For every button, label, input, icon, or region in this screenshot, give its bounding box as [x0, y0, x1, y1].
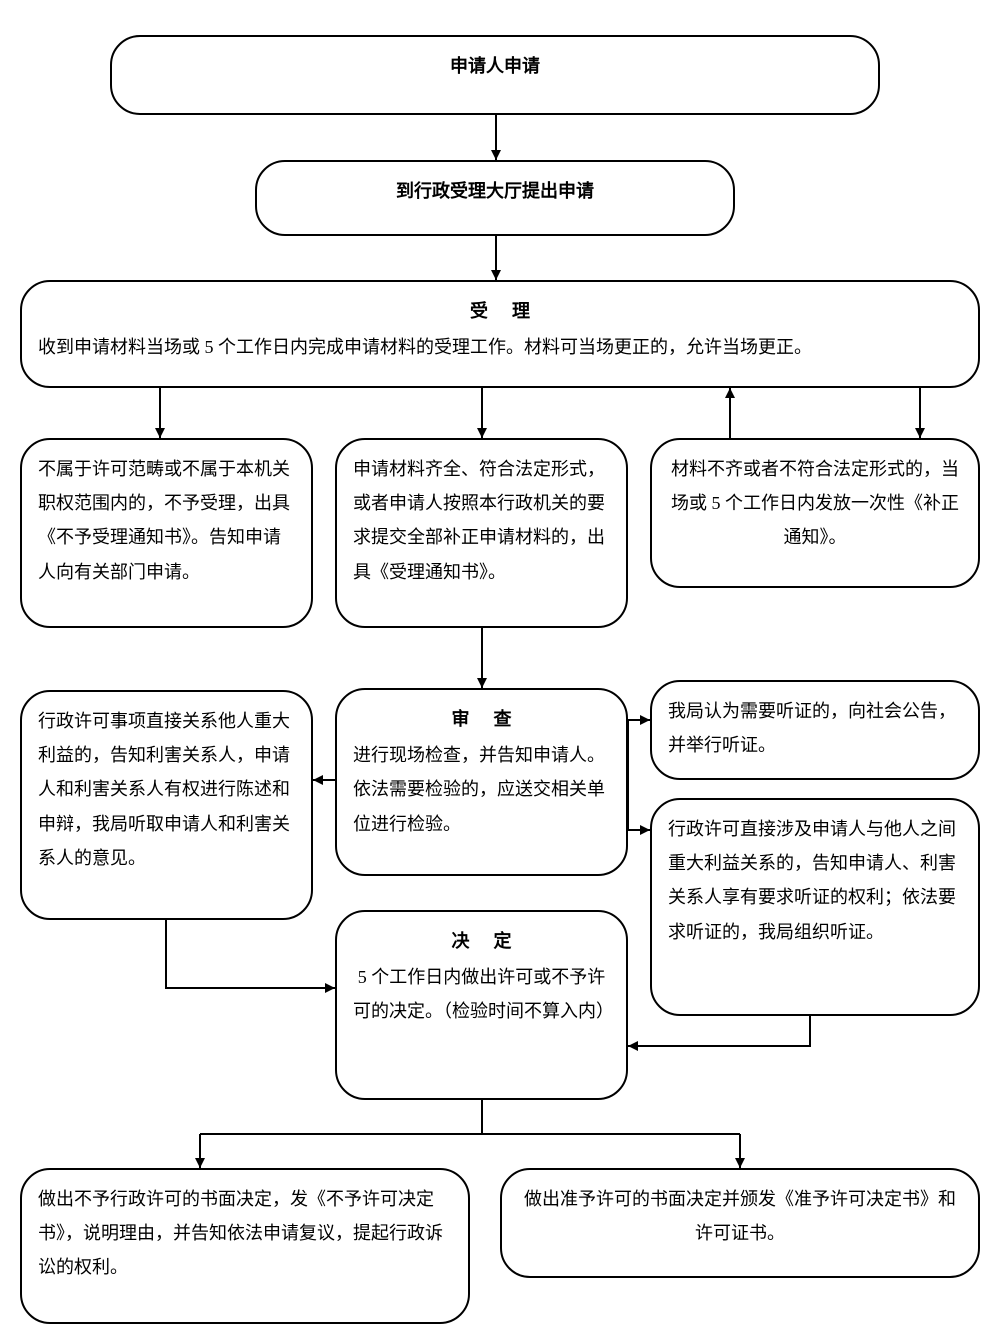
node-body: 做出准予许可的书面决定并颁发《准予许可决定书》和许可证书。 [518, 1182, 962, 1250]
flowchart-canvas: 申请人申请 到行政受理大厅提出申请 受理 收到申请材料当场或 5 个工作日内完成… [0, 0, 1001, 1341]
node-body: 5 个工作日内做出许可或不予许可的决定。（检验时间不算入内） [353, 960, 610, 1028]
node-applicant-apply: 申请人申请 [110, 35, 880, 115]
node-materials-complete: 申请材料齐全、符合法定形式，或者申请人按照本行政机关的要求提交全部补正申请材料的… [335, 438, 628, 628]
node-title: 受理 [38, 294, 962, 328]
node-interested-parties: 行政许可事项直接关系他人重大利益的，告知利害关系人，申请人和利害关系人有权进行陈… [20, 690, 313, 920]
node-hearing-public: 我局认为需要听证的，向社会公告，并举行听证。 [650, 680, 980, 780]
node-body: 行政许可事项直接关系他人重大利益的，告知利害关系人，申请人和利害关系人有权进行陈… [38, 704, 295, 875]
node-deny-permit: 做出不予行政许可的书面决定，发《不予许可决定书》，说明理由，并告知依法申请复议，… [20, 1168, 470, 1324]
node-title: 申请人申请 [128, 49, 862, 83]
edge [166, 920, 335, 988]
node-decision: 决定 5 个工作日内做出许可或不予许可的决定。（检验时间不算入内） [335, 910, 628, 1100]
node-body: 行政许可直接涉及申请人与他人之间重大利益关系的，告知申请人、利害关系人享有要求听… [668, 812, 962, 949]
node-hearing-rights: 行政许可直接涉及申请人与他人之间重大利益关系的，告知申请人、利害关系人享有要求听… [650, 798, 980, 1016]
node-reject-not-in-scope: 不属于许可范畴或不属于本机关职权范围内的，不予受理，出具《不予受理通知书》。告知… [20, 438, 313, 628]
node-grant-permit: 做出准予许可的书面决定并颁发《准予许可决定书》和许可证书。 [500, 1168, 980, 1278]
node-title: 到行政受理大厅提出申请 [273, 174, 717, 208]
node-body: 做出不予行政许可的书面决定，发《不予许可决定书》，说明理由，并告知依法申请复议，… [38, 1182, 452, 1285]
node-materials-incomplete: 材料不齐或者不符合法定形式的，当场或 5 个工作日内发放一次性《补正通知》。 [650, 438, 980, 588]
node-title: 决定 [353, 924, 610, 958]
node-review: 审查 进行现场检查，并告知申请人。依法需要检验的，应送交相关单位进行检验。 [335, 688, 628, 876]
node-title: 审查 [353, 702, 610, 736]
node-body: 材料不齐或者不符合法定形式的，当场或 5 个工作日内发放一次性《补正通知》。 [668, 452, 962, 555]
node-body: 收到申请材料当场或 5 个工作日内完成申请材料的受理工作。材料可当场更正的，允许… [38, 330, 962, 364]
node-acceptance: 受理 收到申请材料当场或 5 个工作日内完成申请材料的受理工作。材料可当场更正的… [20, 280, 980, 388]
node-body: 申请材料齐全、符合法定形式，或者申请人按照本行政机关的要求提交全部补正申请材料的… [353, 452, 610, 589]
node-body: 进行现场检查，并告知申请人。依法需要检验的，应送交相关单位进行检验。 [353, 738, 610, 841]
node-body: 我局认为需要听证的，向社会公告，并举行听证。 [668, 694, 962, 762]
edge [628, 1016, 810, 1046]
node-submit-at-hall: 到行政受理大厅提出申请 [255, 160, 735, 236]
node-body: 不属于许可范畴或不属于本机关职权范围内的，不予受理，出具《不予受理通知书》。告知… [38, 452, 295, 589]
